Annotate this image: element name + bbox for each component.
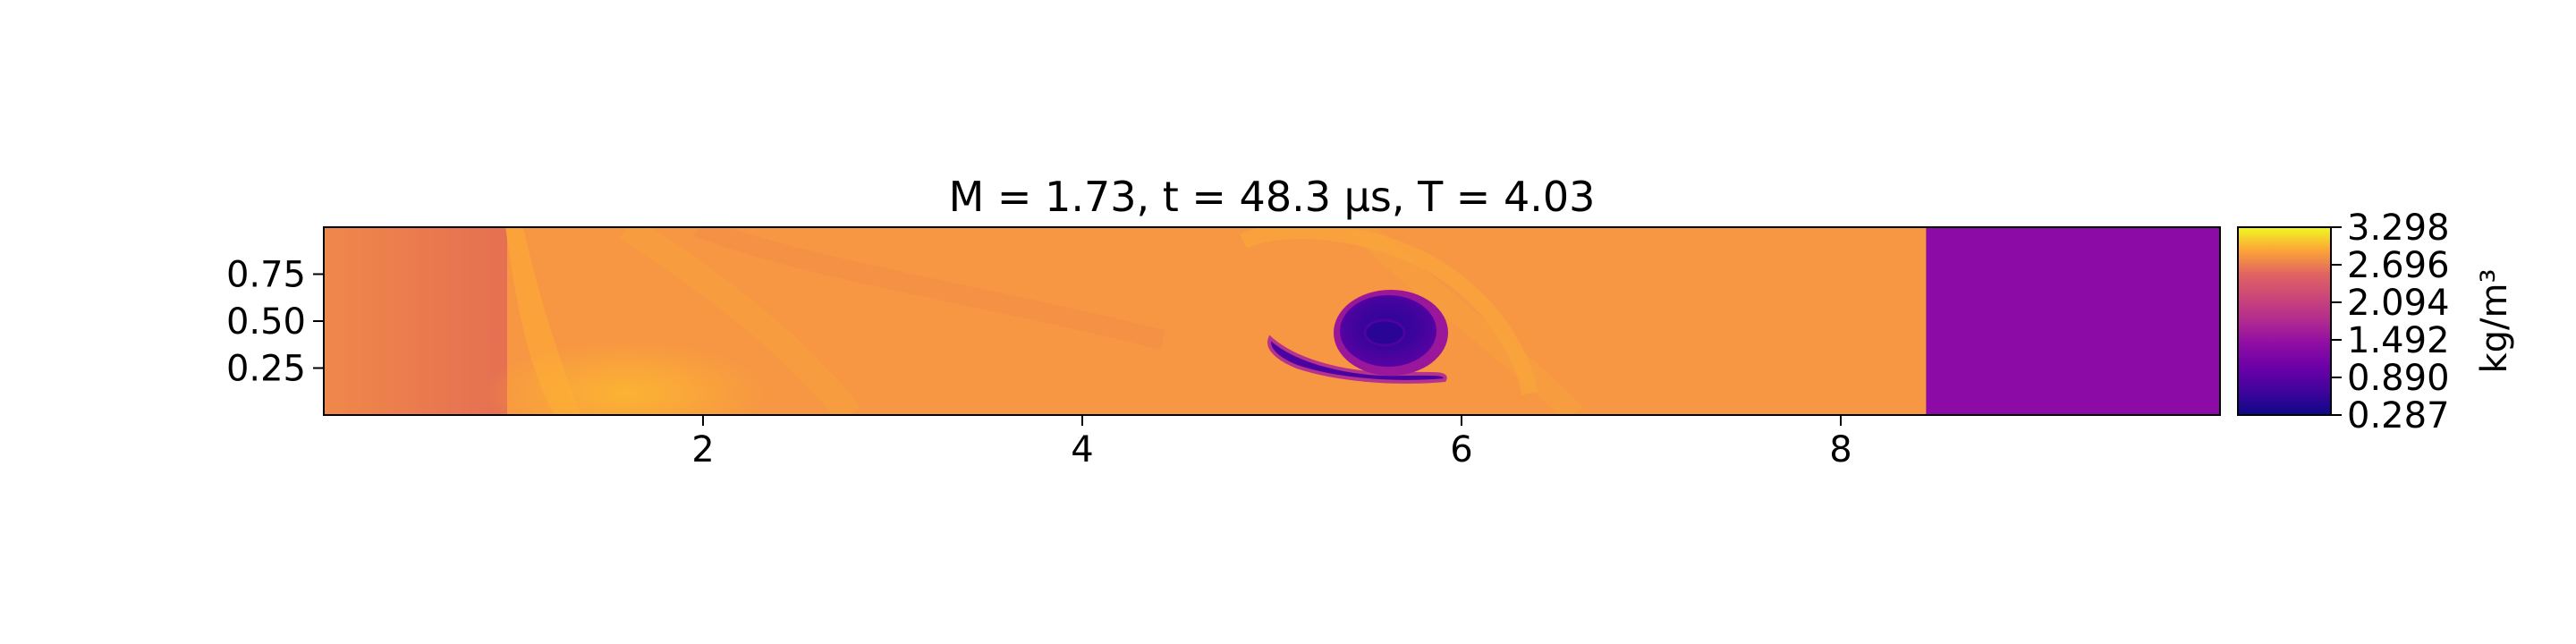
colorbar-tick-label: 1.492 bbox=[2347, 320, 2450, 361]
x-axis-ticks: 2 4 6 8 bbox=[691, 415, 1852, 470]
colorbar-tick-label: 3.298 bbox=[2347, 208, 2450, 249]
x-tick-label: 8 bbox=[1829, 429, 1852, 470]
colorbar-tick-label: 0.287 bbox=[2347, 395, 2450, 436]
vortex bbox=[1267, 290, 1448, 384]
inlet-region bbox=[324, 227, 507, 415]
colorbar-tick-label: 2.696 bbox=[2347, 245, 2450, 286]
heatmap-field bbox=[324, 227, 2220, 415]
faint-wave-2 bbox=[694, 227, 1165, 350]
colorbar-gradient bbox=[2237, 226, 2332, 416]
colorbar-tick-label: 0.890 bbox=[2347, 358, 2450, 399]
y-tick-label: 0.50 bbox=[226, 301, 306, 343]
colorbar-label: kg/m³ bbox=[2474, 268, 2515, 373]
y-axis-ticks: 0.25 0.50 0.75 bbox=[226, 255, 324, 390]
upstream-region bbox=[1926, 227, 2220, 415]
y-tick-label: 0.75 bbox=[226, 255, 306, 296]
chart-title: M = 1.73, t = 48.3 μs, T = 4.03 bbox=[949, 173, 1596, 221]
x-tick-label: 2 bbox=[691, 429, 714, 470]
y-tick-label: 0.25 bbox=[226, 349, 306, 390]
mixing-layer bbox=[1239, 227, 1538, 395]
x-tick-label: 6 bbox=[1450, 429, 1472, 470]
bright-region bbox=[483, 340, 769, 415]
x-tick-label: 4 bbox=[1071, 429, 1093, 470]
vortex-inner bbox=[1363, 318, 1406, 347]
colorbar-tick-label: 2.094 bbox=[2347, 283, 2450, 324]
vortex-tail bbox=[1267, 335, 1447, 384]
faint-wave-1 bbox=[618, 227, 860, 415]
